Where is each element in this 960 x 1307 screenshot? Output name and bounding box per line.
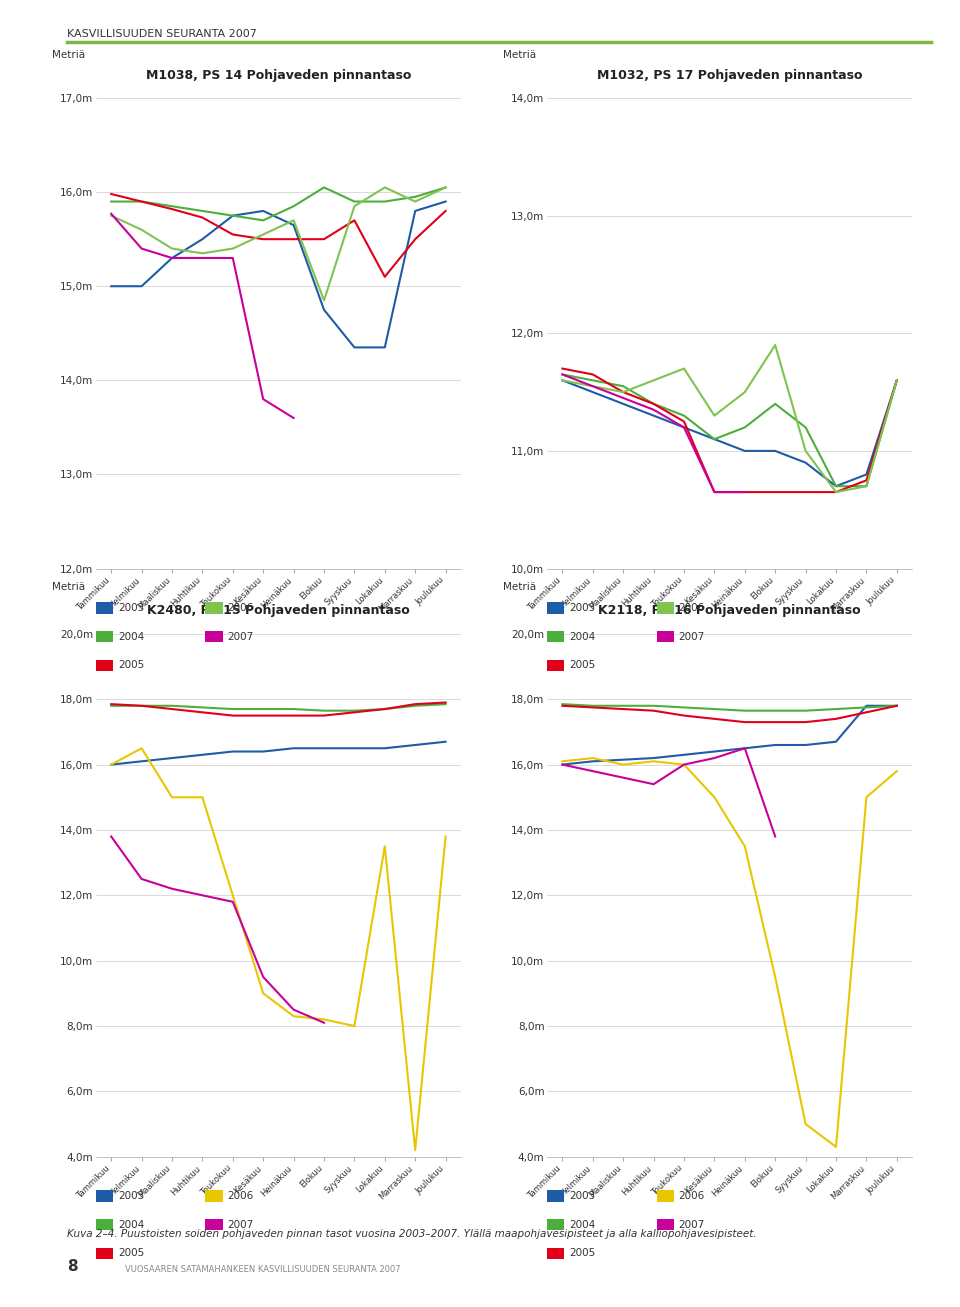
Text: 2004: 2004 [569, 631, 595, 642]
Text: 2003: 2003 [118, 1191, 144, 1201]
Title: K2118, PS 16 Pohjaveden pinnantaso: K2118, PS 16 Pohjaveden pinnantaso [598, 604, 861, 617]
Text: 2005: 2005 [118, 660, 144, 670]
Text: 2004: 2004 [118, 631, 144, 642]
Title: M1032, PS 17 Pohjaveden pinnantaso: M1032, PS 17 Pohjaveden pinnantaso [597, 68, 862, 81]
Text: Metriä: Metriä [52, 51, 85, 60]
Text: Metriä: Metriä [52, 582, 85, 592]
Text: 2005: 2005 [118, 1248, 144, 1259]
Text: Metriä: Metriä [503, 582, 537, 592]
Text: 2006: 2006 [228, 1191, 253, 1201]
Text: 2007: 2007 [679, 631, 705, 642]
Text: 2006: 2006 [679, 1191, 705, 1201]
Text: Metriä: Metriä [503, 51, 537, 60]
Text: 2005: 2005 [569, 660, 595, 670]
Text: 2004: 2004 [118, 1219, 144, 1230]
Text: 2005: 2005 [569, 1248, 595, 1259]
Text: KASVILLISUUDEN SEURANTA 2007: KASVILLISUUDEN SEURANTA 2007 [67, 29, 257, 39]
Text: 2003: 2003 [569, 603, 595, 613]
Text: VUOSAAREN SATAMAHANKEEN KASVILLISUUDEN SEURANTA 2007: VUOSAAREN SATAMAHANKEEN KASVILLISUUDEN S… [125, 1265, 400, 1274]
Text: 2003: 2003 [118, 603, 144, 613]
Text: Kuva 2–4. Puustoisten soiden pohjaveden pinnan tasot vuosina 2003–2007. Ylällä m: Kuva 2–4. Puustoisten soiden pohjaveden … [67, 1229, 756, 1239]
Text: 2003: 2003 [569, 1191, 595, 1201]
Text: 2006: 2006 [679, 603, 705, 613]
Text: 2007: 2007 [228, 1219, 253, 1230]
Text: 8: 8 [67, 1260, 78, 1274]
Title: M1038, PS 14 Pohjaveden pinnantaso: M1038, PS 14 Pohjaveden pinnantaso [146, 68, 411, 81]
Text: 2006: 2006 [228, 603, 253, 613]
Text: 2007: 2007 [228, 631, 253, 642]
Text: 2004: 2004 [569, 1219, 595, 1230]
Title: K2480, PS 15 Pohjaveden pinnantaso: K2480, PS 15 Pohjaveden pinnantaso [147, 604, 410, 617]
Text: 2007: 2007 [679, 1219, 705, 1230]
